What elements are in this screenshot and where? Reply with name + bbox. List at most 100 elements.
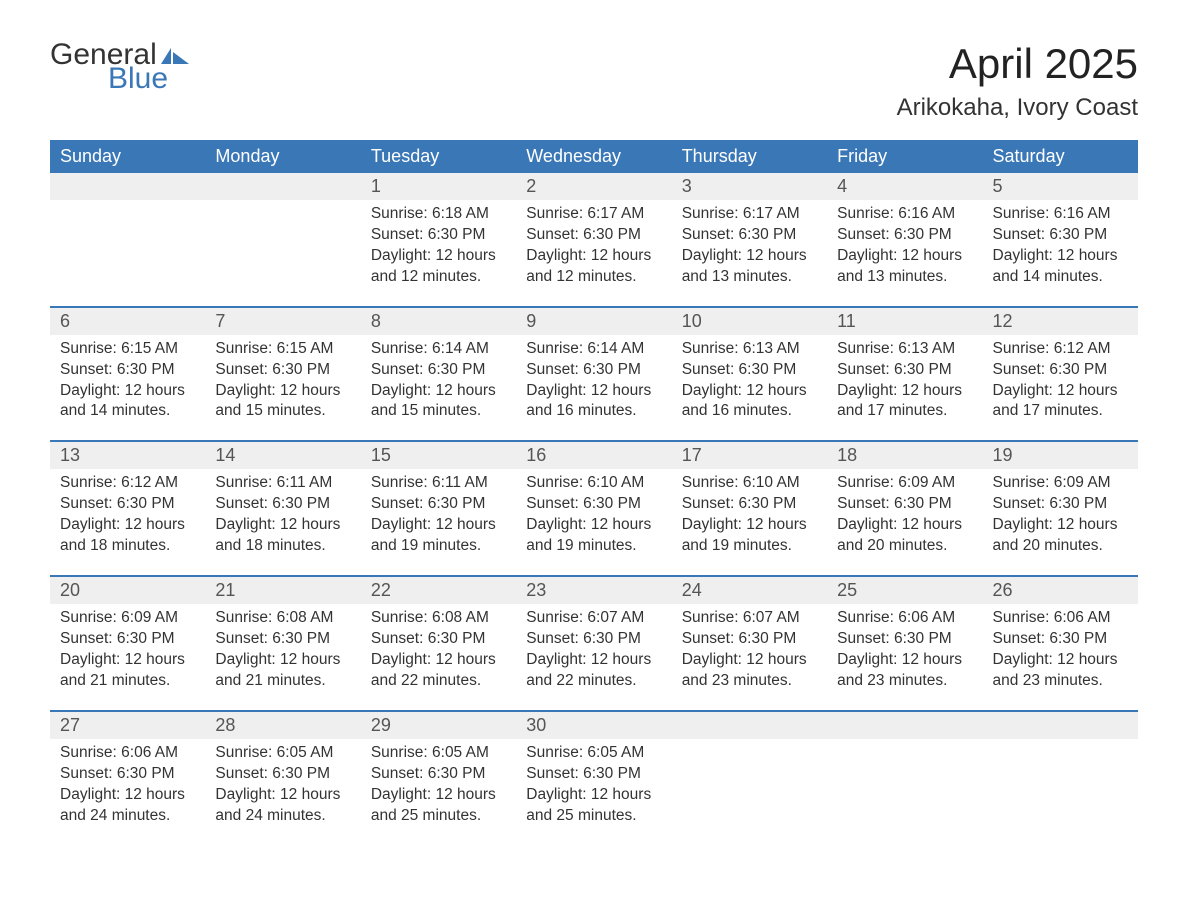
day-number-row: 20212223242526 — [50, 576, 1138, 604]
daylight-line: Daylight: 12 hours and 17 minutes. — [837, 381, 972, 423]
sunset-line: Sunset: 6:30 PM — [60, 629, 195, 650]
sunrise-line: Sunrise: 6:10 AM — [526, 473, 661, 494]
daylight-line: Daylight: 12 hours and 25 minutes. — [526, 785, 661, 827]
sunset-line: Sunset: 6:30 PM — [526, 494, 661, 515]
daylight-line: Daylight: 12 hours and 15 minutes. — [371, 381, 506, 423]
day-details — [983, 739, 1138, 845]
sunset-line: Sunset: 6:30 PM — [215, 360, 350, 381]
day-details-row: Sunrise: 6:09 AMSunset: 6:30 PMDaylight:… — [50, 604, 1138, 711]
day-number — [672, 711, 827, 739]
sunrise-line: Sunrise: 6:09 AM — [60, 608, 195, 629]
location: Arikokaha, Ivory Coast — [897, 94, 1138, 122]
day-details: Sunrise: 6:10 AMSunset: 6:30 PMDaylight:… — [672, 469, 827, 576]
sunrise-line: Sunrise: 6:15 AM — [215, 339, 350, 360]
day-details-row: Sunrise: 6:06 AMSunset: 6:30 PMDaylight:… — [50, 739, 1138, 845]
sunset-line: Sunset: 6:30 PM — [837, 494, 972, 515]
sunset-line: Sunset: 6:30 PM — [993, 225, 1128, 246]
daylight-line: Daylight: 12 hours and 14 minutes. — [60, 381, 195, 423]
sunset-line: Sunset: 6:30 PM — [526, 629, 661, 650]
sunset-line: Sunset: 6:30 PM — [60, 360, 195, 381]
sunrise-line: Sunrise: 6:09 AM — [993, 473, 1128, 494]
day-details: Sunrise: 6:11 AMSunset: 6:30 PMDaylight:… — [205, 469, 360, 576]
daylight-line: Daylight: 12 hours and 18 minutes. — [60, 515, 195, 557]
sunset-line: Sunset: 6:30 PM — [682, 225, 817, 246]
daylight-line: Daylight: 12 hours and 25 minutes. — [371, 785, 506, 827]
sunrise-line: Sunrise: 6:15 AM — [60, 339, 195, 360]
daylight-line: Daylight: 12 hours and 23 minutes. — [682, 650, 817, 692]
sunset-line: Sunset: 6:30 PM — [993, 629, 1128, 650]
day-number: 6 — [50, 307, 205, 335]
day-number: 20 — [50, 576, 205, 604]
daylight-line: Daylight: 12 hours and 24 minutes. — [215, 785, 350, 827]
day-number: 7 — [205, 307, 360, 335]
day-details: Sunrise: 6:16 AMSunset: 6:30 PMDaylight:… — [983, 200, 1138, 307]
sunrise-line: Sunrise: 6:17 AM — [526, 204, 661, 225]
sunset-line: Sunset: 6:30 PM — [371, 494, 506, 515]
day-details-row: Sunrise: 6:12 AMSunset: 6:30 PMDaylight:… — [50, 469, 1138, 576]
day-header: Tuesday — [361, 140, 516, 173]
sunrise-line: Sunrise: 6:13 AM — [682, 339, 817, 360]
sunset-line: Sunset: 6:30 PM — [526, 764, 661, 785]
day-number: 18 — [827, 441, 982, 469]
sunrise-line: Sunrise: 6:05 AM — [215, 743, 350, 764]
logo: General Blue — [50, 40, 191, 94]
day-details: Sunrise: 6:12 AMSunset: 6:30 PMDaylight:… — [50, 469, 205, 576]
daylight-line: Daylight: 12 hours and 24 minutes. — [60, 785, 195, 827]
daylight-line: Daylight: 12 hours and 12 minutes. — [526, 246, 661, 288]
month-title: April 2025 — [897, 40, 1138, 88]
sunset-line: Sunset: 6:30 PM — [837, 629, 972, 650]
day-details: Sunrise: 6:16 AMSunset: 6:30 PMDaylight:… — [827, 200, 982, 307]
day-details: Sunrise: 6:05 AMSunset: 6:30 PMDaylight:… — [205, 739, 360, 845]
day-details: Sunrise: 6:13 AMSunset: 6:30 PMDaylight:… — [672, 335, 827, 442]
day-number: 11 — [827, 307, 982, 335]
calendar-table: SundayMondayTuesdayWednesdayThursdayFrid… — [50, 140, 1138, 844]
day-details — [205, 200, 360, 307]
day-number: 8 — [361, 307, 516, 335]
day-details: Sunrise: 6:13 AMSunset: 6:30 PMDaylight:… — [827, 335, 982, 442]
sunset-line: Sunset: 6:30 PM — [682, 629, 817, 650]
day-number-row: 13141516171819 — [50, 441, 1138, 469]
daylight-line: Daylight: 12 hours and 23 minutes. — [993, 650, 1128, 692]
day-number: 27 — [50, 711, 205, 739]
day-details: Sunrise: 6:10 AMSunset: 6:30 PMDaylight:… — [516, 469, 671, 576]
sunrise-line: Sunrise: 6:11 AM — [215, 473, 350, 494]
day-number: 30 — [516, 711, 671, 739]
day-details: Sunrise: 6:07 AMSunset: 6:30 PMDaylight:… — [672, 604, 827, 711]
day-number: 5 — [983, 173, 1138, 200]
sunrise-line: Sunrise: 6:07 AM — [682, 608, 817, 629]
day-number: 4 — [827, 173, 982, 200]
sunset-line: Sunset: 6:30 PM — [215, 629, 350, 650]
day-details: Sunrise: 6:08 AMSunset: 6:30 PMDaylight:… — [361, 604, 516, 711]
header: General Blue April 2025 Arikokaha, Ivory… — [50, 40, 1138, 122]
sunrise-line: Sunrise: 6:08 AM — [215, 608, 350, 629]
flag-icon — [161, 46, 191, 70]
day-details: Sunrise: 6:06 AMSunset: 6:30 PMDaylight:… — [50, 739, 205, 845]
daylight-line: Daylight: 12 hours and 22 minutes. — [371, 650, 506, 692]
day-details: Sunrise: 6:18 AMSunset: 6:30 PMDaylight:… — [361, 200, 516, 307]
day-details: Sunrise: 6:14 AMSunset: 6:30 PMDaylight:… — [516, 335, 671, 442]
sunrise-line: Sunrise: 6:16 AM — [993, 204, 1128, 225]
day-number: 22 — [361, 576, 516, 604]
day-number: 19 — [983, 441, 1138, 469]
day-number: 23 — [516, 576, 671, 604]
day-number: 26 — [983, 576, 1138, 604]
day-header: Wednesday — [516, 140, 671, 173]
day-details: Sunrise: 6:15 AMSunset: 6:30 PMDaylight:… — [50, 335, 205, 442]
day-details: Sunrise: 6:09 AMSunset: 6:30 PMDaylight:… — [827, 469, 982, 576]
day-number-row: 27282930 — [50, 711, 1138, 739]
daylight-line: Daylight: 12 hours and 14 minutes. — [993, 246, 1128, 288]
sunset-line: Sunset: 6:30 PM — [60, 764, 195, 785]
day-details: Sunrise: 6:06 AMSunset: 6:30 PMDaylight:… — [827, 604, 982, 711]
day-number-row: 6789101112 — [50, 307, 1138, 335]
sunrise-line: Sunrise: 6:14 AM — [526, 339, 661, 360]
day-details: Sunrise: 6:11 AMSunset: 6:30 PMDaylight:… — [361, 469, 516, 576]
day-details — [672, 739, 827, 845]
day-details: Sunrise: 6:06 AMSunset: 6:30 PMDaylight:… — [983, 604, 1138, 711]
daylight-line: Daylight: 12 hours and 16 minutes. — [682, 381, 817, 423]
daylight-line: Daylight: 12 hours and 15 minutes. — [215, 381, 350, 423]
day-number: 1 — [361, 173, 516, 200]
day-details: Sunrise: 6:09 AMSunset: 6:30 PMDaylight:… — [50, 604, 205, 711]
day-number: 3 — [672, 173, 827, 200]
daylight-line: Daylight: 12 hours and 22 minutes. — [526, 650, 661, 692]
daylight-line: Daylight: 12 hours and 17 minutes. — [993, 381, 1128, 423]
